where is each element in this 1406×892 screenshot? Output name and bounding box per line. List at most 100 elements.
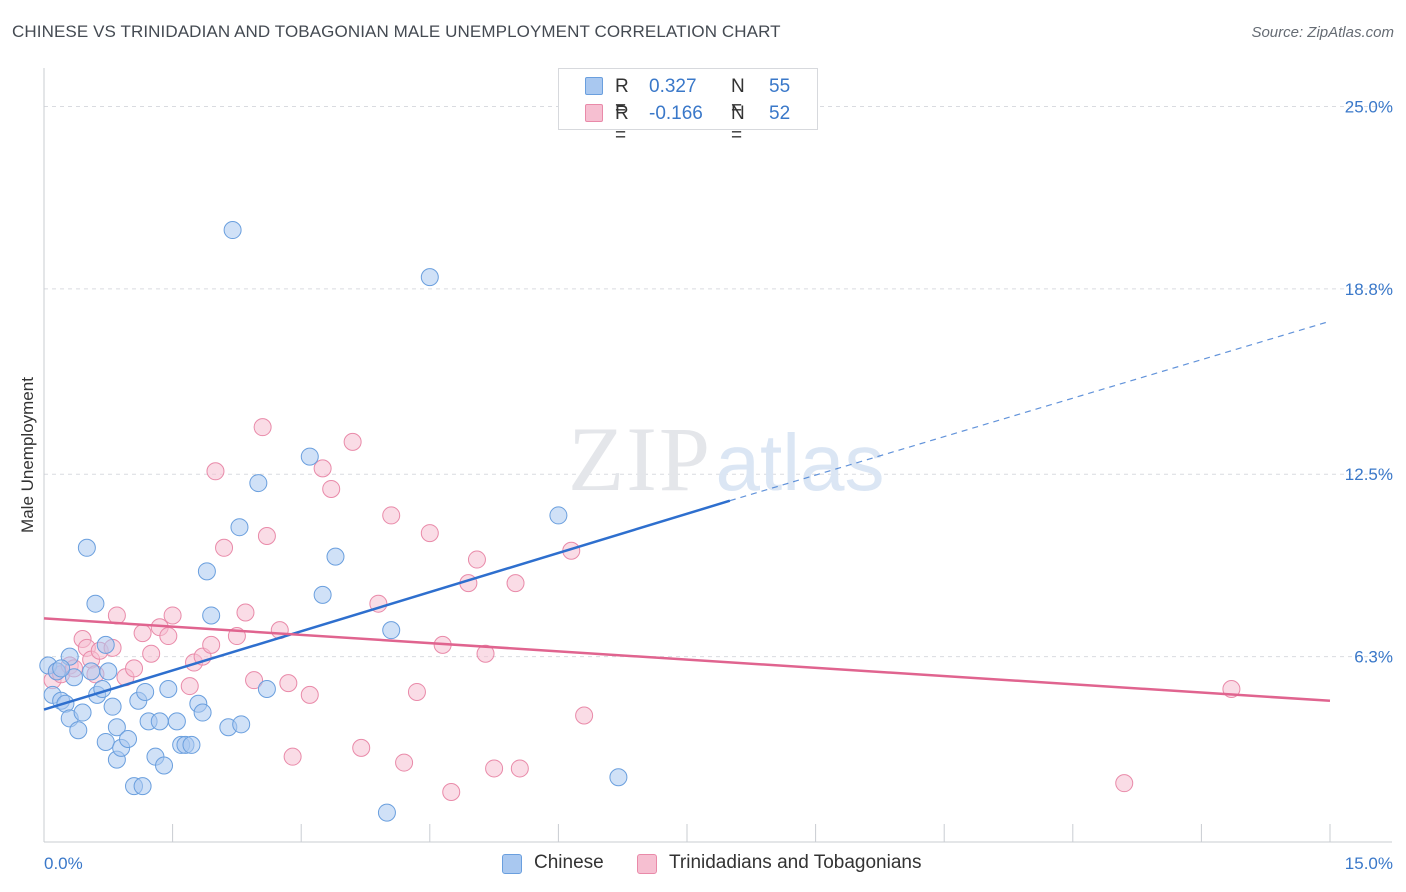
point-trinidadian: [407, 682, 426, 701]
legend-r-value: 0.327: [649, 76, 697, 97]
legend-n-value: 52: [769, 103, 791, 124]
legend-n-label: N =: [731, 103, 745, 146]
trend-line-trinidadian: [43, 617, 1331, 703]
y-tick-label: 18.8%: [1345, 280, 1393, 299]
point-chinese: [377, 803, 396, 822]
y-tick-label: 12.5%: [1345, 465, 1393, 484]
point-chinese: [107, 718, 126, 737]
point-chinese: [232, 715, 251, 734]
point-chinese: [249, 474, 268, 493]
point-chinese: [197, 562, 216, 581]
gridlines: [44, 105, 1392, 658]
point-chinese: [96, 635, 115, 654]
point-trinidadian: [107, 606, 126, 625]
point-chinese: [167, 712, 186, 731]
series-chinese-points: [39, 221, 628, 822]
y-tick-label: 6.3%: [1354, 648, 1393, 667]
point-chinese: [77, 538, 96, 557]
chart-title: CHINESE VS TRINIDADIAN AND TOBAGONIAN MA…: [12, 22, 781, 41]
legend-r-label: R =: [615, 76, 629, 119]
point-trinidadian: [575, 706, 594, 725]
point-trinidadian: [257, 527, 276, 546]
point-chinese: [73, 703, 92, 722]
point-trinidadian: [253, 418, 272, 437]
legend-label-trinidadian: Trinidadians and Tobagonians: [669, 852, 922, 873]
point-chinese: [133, 777, 152, 796]
legend-r-label: R =: [615, 103, 629, 146]
point-chinese: [230, 518, 249, 537]
point-trinidadian: [206, 462, 225, 481]
legend-swatch-trinidadian: [637, 854, 657, 874]
point-trinidadian: [133, 624, 152, 643]
x-tick-label: 15.0%: [1345, 854, 1393, 873]
watermark: ZIP atlas: [568, 408, 884, 510]
watermark-zip: ZIP: [568, 408, 712, 510]
point-chinese: [159, 680, 178, 699]
y-tick-label: 25.0%: [1345, 97, 1393, 116]
axes: [43, 68, 1392, 843]
point-chinese: [382, 621, 401, 640]
point-trinidadian: [510, 759, 529, 778]
point-trinidadian: [420, 524, 439, 543]
point-chinese: [202, 606, 221, 625]
point-chinese: [96, 732, 115, 751]
point-chinese: [326, 547, 345, 566]
point-chinese: [150, 712, 169, 731]
trend-lines: [43, 320, 1331, 711]
point-chinese: [420, 268, 439, 287]
point-trinidadian: [442, 782, 461, 801]
legend-label-chinese: Chinese: [534, 852, 604, 873]
point-chinese: [136, 682, 155, 701]
point-trinidadian: [283, 747, 302, 766]
legend-n-label: N =: [731, 76, 745, 119]
point-trinidadian: [245, 671, 264, 690]
point-trinidadian: [322, 479, 341, 498]
point-trinidadian: [142, 644, 161, 663]
point-trinidadian: [300, 685, 319, 704]
point-chinese: [223, 221, 242, 240]
point-chinese: [609, 768, 628, 787]
trend-line-chinese-extension: [729, 320, 1331, 502]
correlation-legend: R = 0.327 N = 55 R = -0.166 N = 52: [558, 68, 818, 146]
point-chinese: [549, 506, 568, 525]
point-chinese: [119, 730, 138, 749]
point-chinese: [69, 721, 88, 740]
point-trinidadian: [159, 627, 178, 646]
legend-swatch-chinese: [502, 854, 522, 874]
point-trinidadian: [1115, 774, 1134, 793]
point-trinidadian: [215, 538, 234, 557]
point-trinidadian: [343, 432, 362, 451]
point-chinese: [65, 668, 84, 687]
legend-r-value: -0.166: [649, 103, 703, 124]
point-trinidadian: [202, 635, 221, 654]
point-trinidadian: [467, 550, 486, 569]
x-tick-label: 0.0%: [44, 854, 83, 873]
point-trinidadian: [506, 574, 525, 593]
point-trinidadian: [180, 677, 199, 696]
trend-line-chinese: [43, 499, 731, 711]
point-chinese: [103, 697, 122, 716]
point-trinidadian: [279, 674, 298, 693]
point-chinese: [82, 662, 101, 681]
point-trinidadian: [476, 644, 495, 663]
point-chinese: [300, 447, 319, 466]
point-chinese: [257, 680, 276, 699]
point-trinidadian: [382, 506, 401, 525]
point-chinese: [193, 703, 212, 722]
point-trinidadian: [395, 753, 414, 772]
point-trinidadian: [313, 459, 332, 478]
source-label: Source: ZipAtlas.com: [1251, 24, 1394, 41]
point-trinidadian: [236, 603, 255, 622]
point-trinidadian: [125, 659, 144, 678]
legend-n-value: 55: [769, 76, 791, 97]
legend-swatch-chinese: [585, 77, 603, 95]
point-chinese: [313, 585, 332, 604]
point-chinese: [86, 594, 105, 613]
point-chinese: [99, 662, 118, 681]
point-trinidadian: [485, 759, 504, 778]
point-chinese: [155, 756, 174, 775]
point-chinese: [52, 659, 71, 678]
legend-swatch-trinidadian: [585, 104, 603, 122]
tick-labels: 6.3% 12.5% 18.8% 25.0% 0.0% 15.0%: [44, 97, 1393, 873]
